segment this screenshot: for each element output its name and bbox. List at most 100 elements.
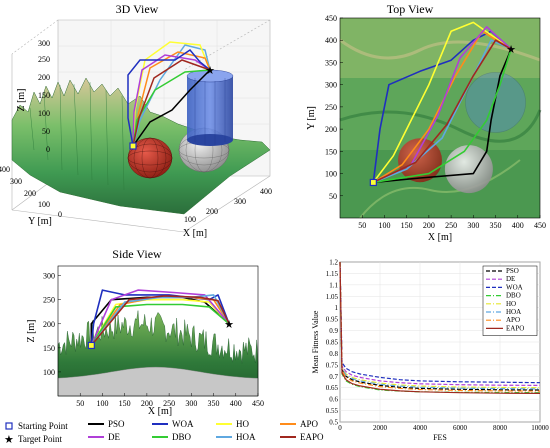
title-top-view: Top View xyxy=(387,2,434,16)
conv-line-pso xyxy=(339,261,541,391)
3d-y-ticks: 400 300 200 100 0 xyxy=(0,165,62,219)
title-3d-view: 3D View xyxy=(116,2,159,16)
side-xtick-label: 150 xyxy=(119,399,131,408)
3d-path-woa xyxy=(127,49,211,147)
top-ytick-label: 50 xyxy=(329,192,337,201)
conv-ytick-label: 0.85 xyxy=(326,339,339,347)
3d-start-marker xyxy=(129,142,137,150)
3d-target-marker: ★ xyxy=(205,65,215,77)
top-red-sphere xyxy=(398,138,442,183)
side-xtick-label: 250 xyxy=(163,399,175,408)
side-xtick-label: 400 xyxy=(230,399,242,408)
side-ytick-label: 300 xyxy=(43,272,55,281)
side-x-ticks: 50 100 150 200 250 300 350 400 450 xyxy=(76,393,264,408)
svg-text:300: 300 xyxy=(234,197,246,206)
conv-y-ticks: 0.5 0.55 0.6 0.65 0.7 0.75 0.8 0.85 0.9 0.95 1 1.05… xyxy=(326,259,339,427)
legend-label-de: DE xyxy=(108,432,120,442)
legend-target-label: Target Point xyxy=(18,434,62,444)
3d-paths xyxy=(127,41,211,147)
top-target-marker: ★ xyxy=(506,44,516,56)
conv-legend-label-dbo: DBO xyxy=(506,292,521,300)
3d-x-ticks: 100 200 300 400 xyxy=(184,187,272,224)
conv-ytick-label: 1.15 xyxy=(326,270,339,278)
top-xtick-label: 100 xyxy=(378,221,390,230)
panel-3d-view: 3D View xyxy=(0,2,272,239)
conv-ylabel: Mean Fitness Value xyxy=(311,310,320,373)
top-path-eapo xyxy=(372,39,512,184)
top-start-marker xyxy=(369,178,377,187)
panel-side-view: Side View ★ 50 100 150 200 250 300 350 400 450 1… xyxy=(26,247,264,417)
conv-ytick-label: 1.1 xyxy=(329,281,338,289)
main-legend: Starting Point ★ Target Point PSO WOA HO AP… xyxy=(4,419,324,446)
conv-ytick-label: 0.7 xyxy=(329,373,338,381)
3d-path-ho xyxy=(132,41,211,147)
side-path-eapo xyxy=(90,295,230,346)
side-y-ticks: 100 150 200 250 300 xyxy=(43,272,61,377)
legend-label-dbo: DBO xyxy=(172,432,192,442)
legend-label-hoa: HOA xyxy=(236,432,256,442)
conv-legend-label-hoa: HOA xyxy=(506,308,521,316)
side-xtick-label: 300 xyxy=(185,399,197,408)
top-path-pso xyxy=(373,48,512,184)
conv-lines xyxy=(339,261,541,394)
svg-text:0: 0 xyxy=(46,145,50,154)
conv-line-woa xyxy=(339,261,541,384)
3d-path-pso xyxy=(132,69,211,147)
3d-blue-cylinder-obstacle xyxy=(186,69,234,146)
top-markers: ★ xyxy=(369,44,516,187)
conv-xtick-label: 2000 xyxy=(373,424,388,432)
conv-legend-label-pso: PSO xyxy=(506,267,519,275)
conv-line-de xyxy=(339,261,541,386)
side-xtick-label: 350 xyxy=(208,399,220,408)
top-xtick-label: 300 xyxy=(467,221,479,230)
conv-legend-label-apo: APO xyxy=(506,316,520,324)
top-ytick-label: 400 xyxy=(325,36,337,45)
side-ytick-label: 200 xyxy=(43,320,55,329)
conv-xtick-label: 4000 xyxy=(413,424,428,432)
conv-legend-label-de: DE xyxy=(506,275,515,283)
top-obstacles xyxy=(398,72,526,194)
conv-ytick-label: 1.05 xyxy=(326,293,339,301)
side-ytick-label: 100 xyxy=(43,368,55,377)
legend-target-marker: ★ xyxy=(4,434,14,446)
conv-legend-label-eapo: EAPO xyxy=(506,324,524,332)
legend-label-pso: PSO xyxy=(108,419,125,429)
svg-text:300: 300 xyxy=(10,177,22,186)
panel-top-view: Top View ★ 50 100 150 200 250 300 350 400 450 50… xyxy=(306,2,546,243)
3d-path-hoa xyxy=(132,44,211,147)
side-path-woa xyxy=(90,289,230,346)
conv-ytick-label: 0.55 xyxy=(326,407,339,415)
svg-text:400: 400 xyxy=(260,187,272,196)
panel-convergence: 0 2000 4000 6000 8000 10000 0.5 0.55 0.6 0.65 0.7… xyxy=(311,259,549,443)
svg-text:300: 300 xyxy=(38,39,50,48)
top-ytick-label: 250 xyxy=(325,103,337,112)
svg-text:200: 200 xyxy=(38,73,50,82)
conv-xlabel: FES xyxy=(433,433,447,442)
top-y-ticks: 50 100 150 200 250 300 350 400 450 xyxy=(325,14,343,201)
title-side-view: Side View xyxy=(112,247,162,261)
conv-x-ticks: 0 2000 4000 6000 8000 10000 xyxy=(338,424,549,432)
svg-text:200: 200 xyxy=(206,207,218,216)
top-xtick-label: 400 xyxy=(512,221,524,230)
top-ytick-label: 300 xyxy=(325,81,337,90)
top-xtick-label: 150 xyxy=(401,221,413,230)
svg-text:0: 0 xyxy=(58,210,62,219)
conv-legend-label-woa: WOA xyxy=(506,283,523,291)
side-ytick-label: 250 xyxy=(43,296,55,305)
top-path-ho xyxy=(372,21,512,183)
side-xtick-label: 100 xyxy=(96,399,108,408)
3d-path-eapo xyxy=(132,59,211,147)
conv-legend-label-ho: HO xyxy=(506,300,516,308)
top-ytick-label: 200 xyxy=(325,125,337,134)
top-ytick-label: 450 xyxy=(325,14,337,23)
3d-ylabel: Y [m] xyxy=(28,216,52,227)
3d-xlabel: X [m] xyxy=(183,228,207,239)
conv-ytick-label: 0.8 xyxy=(329,350,338,358)
conv-line-eapo xyxy=(339,261,541,394)
side-ylabel: Z [m] xyxy=(26,319,37,342)
3d-z-ticks: 300 250 200 150 100 50 0 xyxy=(38,39,50,154)
conv-ytick-label: 1.2 xyxy=(329,259,338,267)
legend-label-woa: WOA xyxy=(172,419,194,429)
